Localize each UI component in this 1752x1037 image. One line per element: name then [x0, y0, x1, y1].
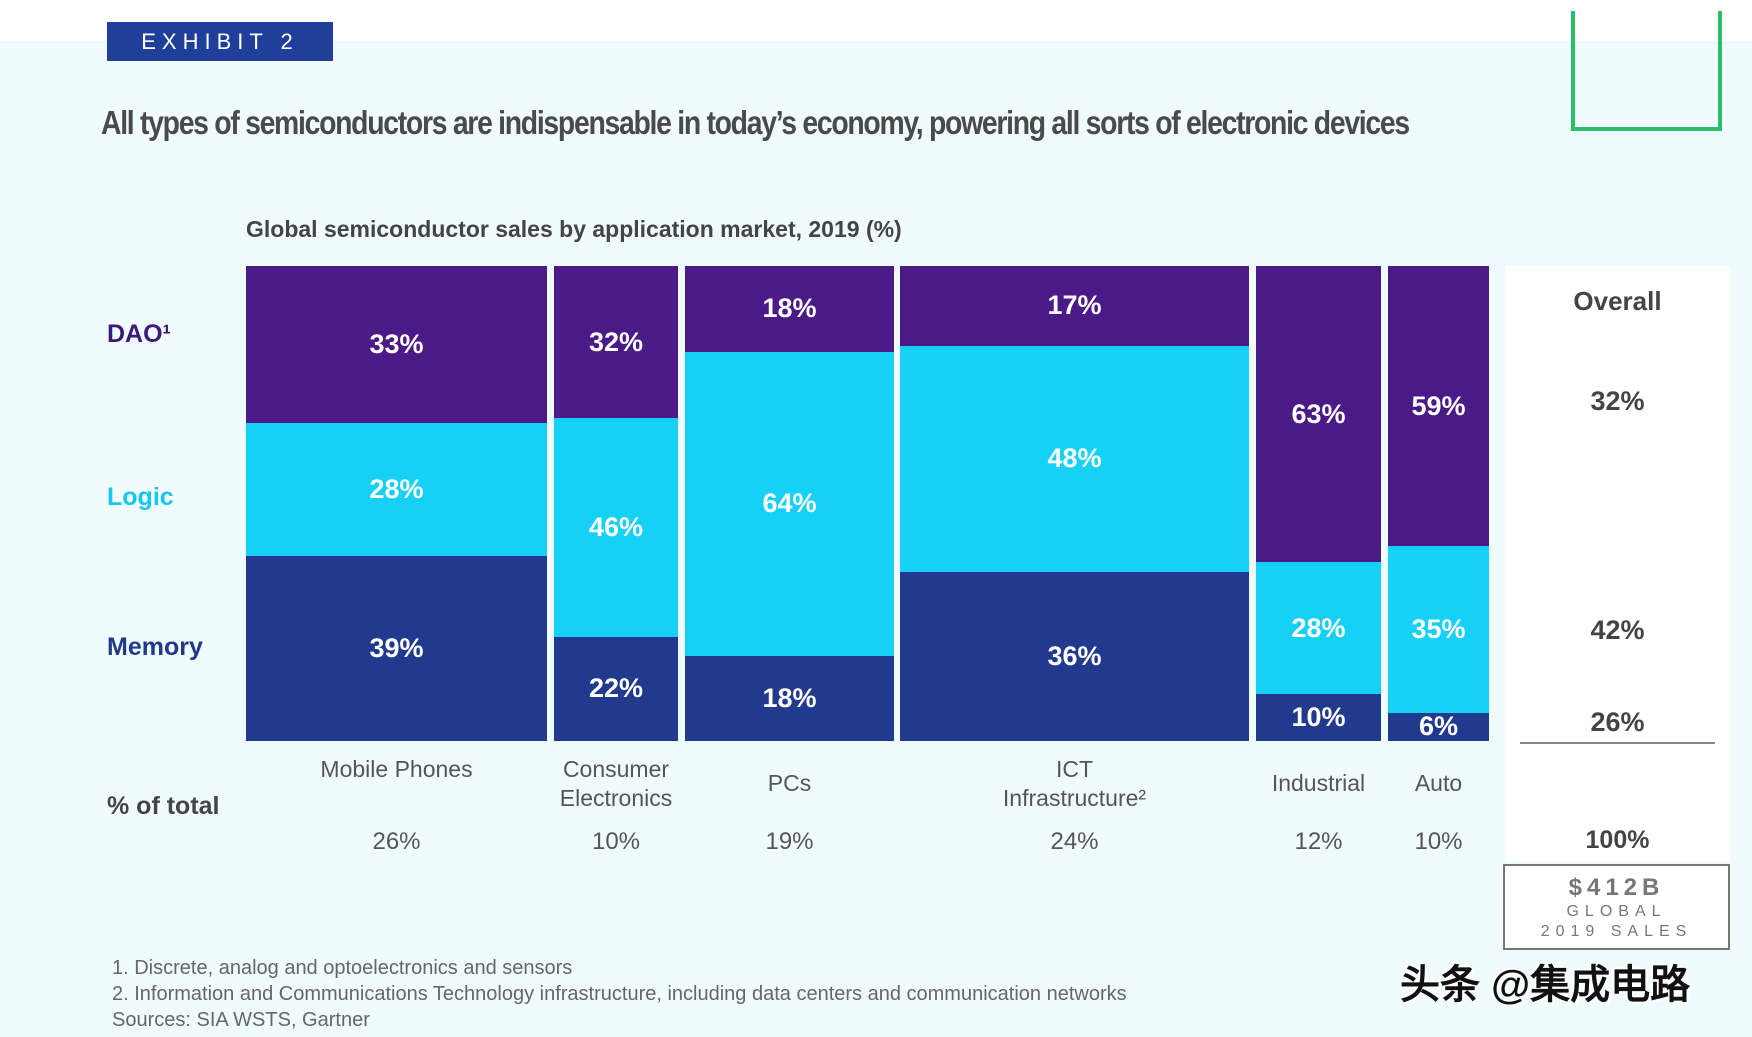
- green-bracket-decoration: [1571, 11, 1722, 131]
- bar-segment-dao: 59%: [1388, 266, 1489, 547]
- category-label: Consumer Electronics: [559, 756, 673, 811]
- exhibit-label: EXHIBIT 2: [107, 22, 333, 61]
- total-sales-line1: GLOBAL: [1566, 903, 1667, 920]
- bar-segment-memory: 22%: [554, 636, 678, 741]
- bar-segment-logic: 28%: [1256, 562, 1381, 694]
- bar-segment-logic: 35%: [1388, 546, 1489, 713]
- legend-memory: Memory: [107, 633, 203, 661]
- sources: Sources: SIA WSTS, Gartner: [112, 1009, 370, 1031]
- total-sales-box: $412B GLOBAL 2019 SALES: [1503, 864, 1730, 950]
- footnote-1: 1. Discrete, analog and optoelectronics …: [112, 957, 573, 979]
- bar-segment-logic: 46%: [554, 418, 678, 637]
- bar-segment-dao: 32%: [554, 266, 678, 418]
- overall-divider: [1520, 742, 1715, 744]
- share-of-total-value: 10%: [591, 828, 641, 855]
- watermark: 头条 @集成电路: [1400, 963, 1691, 1007]
- bar-segment-logic: 64%: [685, 351, 894, 656]
- bar-segment-dao: 18%: [685, 266, 894, 352]
- share-of-total-value: 10%: [1414, 828, 1463, 855]
- bar-segment-logic: 48%: [900, 345, 1249, 572]
- legend-dao: DAO¹: [107, 320, 171, 348]
- bar-segment-memory: 18%: [685, 655, 894, 741]
- footnote-2: 2. Information and Communications Techno…: [112, 983, 1127, 1005]
- overall-dao: 32%: [1590, 386, 1645, 416]
- overall-memory: 26%: [1590, 707, 1645, 737]
- bar-segment-memory: 10%: [1256, 693, 1381, 741]
- share-of-total-value: 26%: [372, 828, 421, 855]
- overall-header: Overall: [1573, 286, 1662, 316]
- overall-panel: Overall 32% 42% 26% 100%: [1505, 266, 1730, 861]
- headline: All types of semiconductors are indispen…: [101, 104, 1410, 141]
- legend-logic: Logic: [107, 483, 174, 511]
- category-label: Mobile Phones: [320, 756, 473, 782]
- bar-segment-memory: 36%: [900, 571, 1249, 741]
- share-of-total-value: 19%: [765, 828, 814, 855]
- bar-segment-dao: 17%: [900, 266, 1249, 346]
- overall-total: 100%: [1585, 826, 1650, 854]
- share-of-total-value: 24%: [1050, 828, 1099, 855]
- bar-segment-logic: 28%: [246, 422, 547, 556]
- total-sales-value: $412B: [1568, 874, 1665, 901]
- overall-logic: 42%: [1590, 615, 1645, 645]
- category-label: Auto: [1414, 770, 1463, 796]
- share-of-total-label: % of total: [107, 792, 220, 820]
- category-label: PCs: [767, 770, 812, 796]
- bar-segment-memory: 39%: [246, 555, 547, 741]
- bar-segment-dao: 63%: [1256, 266, 1381, 563]
- category-label: ICT Infrastructure²: [1002, 756, 1147, 811]
- bar-segment-dao: 33%: [246, 266, 547, 423]
- share-of-total-value: 12%: [1294, 828, 1343, 855]
- chart-title: Global semiconductor sales by applicatio…: [246, 216, 902, 242]
- total-sales-line2: 2019 SALES: [1540, 923, 1693, 940]
- bar-segment-memory: 6%: [1388, 711, 1489, 741]
- category-label: Industrial: [1271, 770, 1366, 796]
